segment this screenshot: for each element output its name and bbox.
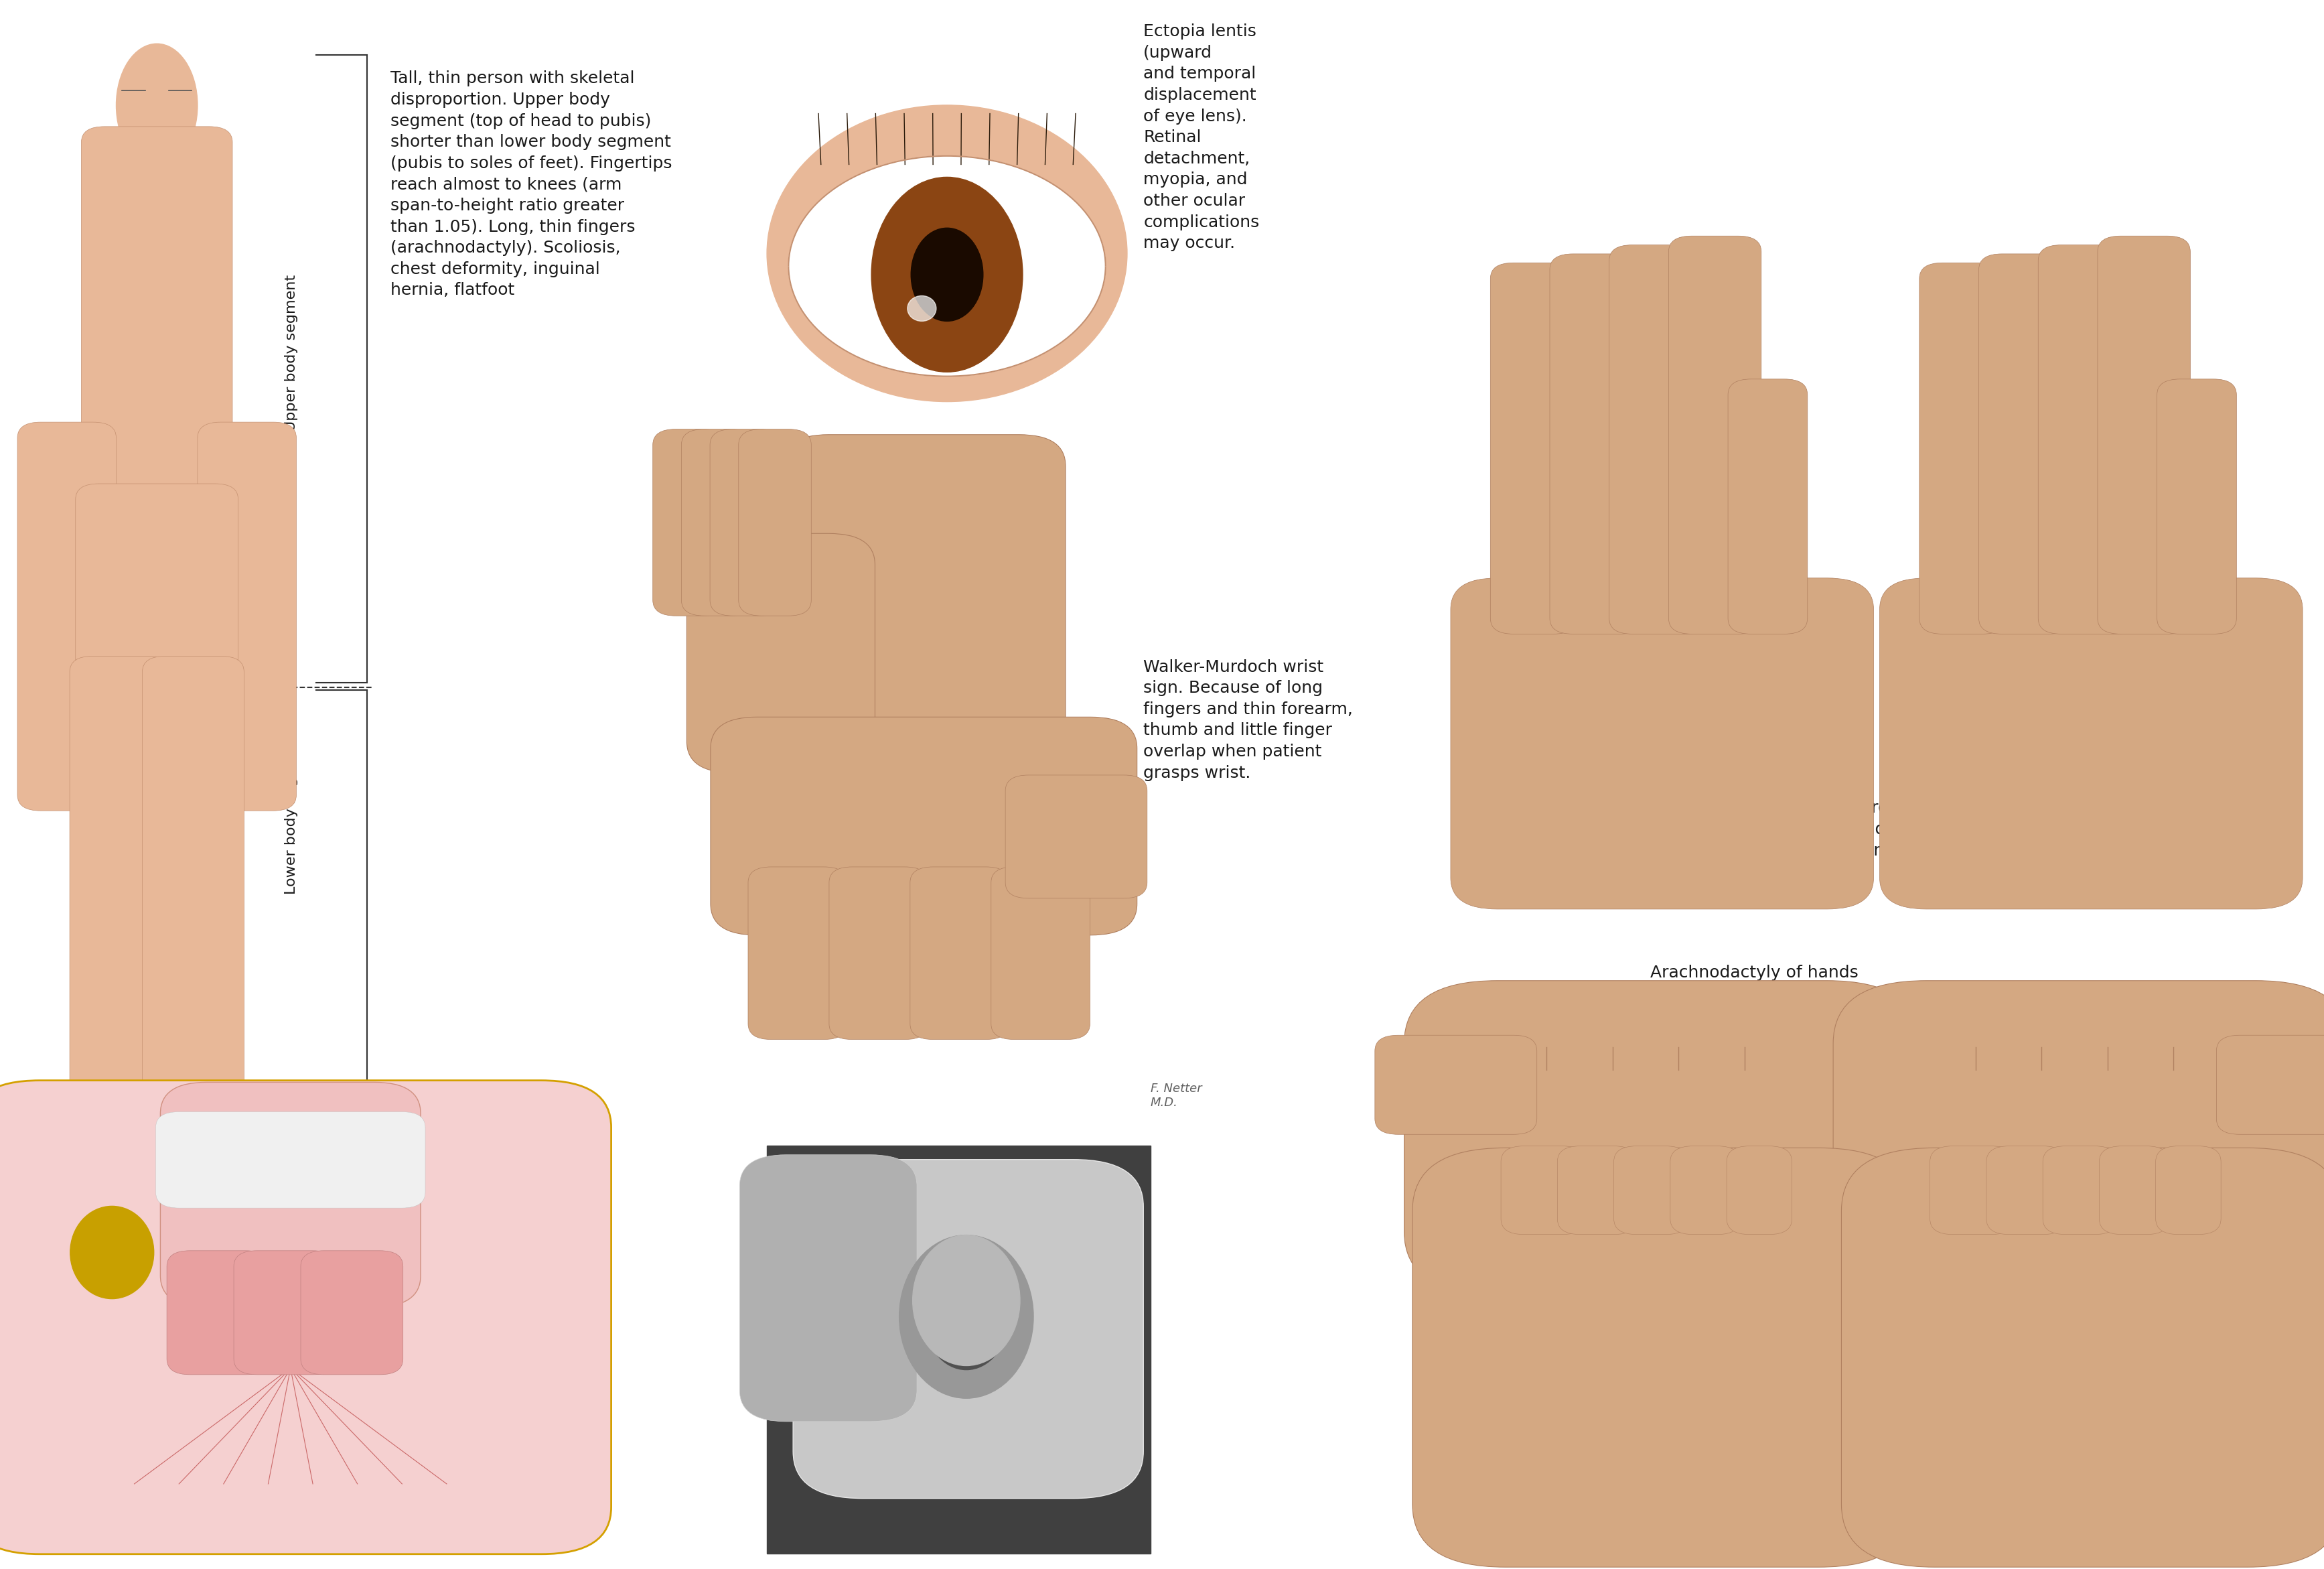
FancyBboxPatch shape — [1841, 1149, 2324, 1567]
Ellipse shape — [767, 105, 1127, 402]
FancyBboxPatch shape — [686, 533, 874, 772]
Text: Steinberg sign.: Steinberg sign. — [1476, 800, 1620, 816]
FancyBboxPatch shape — [0, 1081, 611, 1553]
FancyBboxPatch shape — [739, 1155, 918, 1422]
Text: Arachnodactyly of hands: Arachnodactyly of hands — [1650, 965, 1859, 981]
FancyBboxPatch shape — [2038, 245, 2138, 634]
FancyBboxPatch shape — [830, 866, 927, 1039]
FancyBboxPatch shape — [1920, 262, 2006, 634]
FancyBboxPatch shape — [911, 866, 1009, 1039]
Text: Upper body segment: Upper body segment — [286, 275, 297, 431]
FancyBboxPatch shape — [1006, 775, 1148, 897]
Text: Arachnodactyly of feet: Arachnodactyly of feet — [1659, 1326, 1850, 1341]
FancyBboxPatch shape — [300, 1250, 402, 1374]
Bar — [767, 1145, 1150, 1553]
FancyBboxPatch shape — [711, 717, 1136, 935]
Text: Dilatation of aortic ring and aneurysm of
ascending aorta due to cystic medial n: Dilatation of aortic ring and aneurysm o… — [0, 1263, 397, 1343]
Text: F. Netter
M.D.: F. Netter M.D. — [1150, 1083, 1202, 1109]
FancyBboxPatch shape — [81, 127, 232, 540]
FancyBboxPatch shape — [1490, 262, 1576, 634]
FancyBboxPatch shape — [74, 483, 239, 712]
FancyBboxPatch shape — [1729, 380, 1808, 634]
FancyBboxPatch shape — [711, 428, 783, 615]
FancyBboxPatch shape — [1834, 981, 2324, 1294]
FancyBboxPatch shape — [1613, 1145, 1690, 1235]
FancyBboxPatch shape — [1727, 1145, 1792, 1235]
Ellipse shape — [925, 1263, 1009, 1370]
FancyBboxPatch shape — [198, 422, 297, 811]
Ellipse shape — [899, 1235, 1034, 1398]
FancyBboxPatch shape — [1880, 577, 2303, 908]
FancyBboxPatch shape — [156, 1112, 425, 1208]
Ellipse shape — [70, 1207, 153, 1299]
FancyBboxPatch shape — [1404, 981, 1920, 1294]
FancyBboxPatch shape — [2099, 1145, 2168, 1235]
FancyBboxPatch shape — [160, 1083, 421, 1307]
Ellipse shape — [116, 44, 198, 166]
FancyBboxPatch shape — [748, 866, 846, 1039]
Ellipse shape — [906, 297, 937, 322]
FancyBboxPatch shape — [70, 656, 172, 1205]
Text: Ectopia lentis
(upward
and temporal
displacement
of eye lens).
Retinal
detachmen: Ectopia lentis (upward and temporal disp… — [1143, 24, 1260, 251]
FancyBboxPatch shape — [2099, 235, 2189, 634]
Ellipse shape — [913, 1235, 1020, 1365]
FancyBboxPatch shape — [990, 866, 1090, 1039]
FancyBboxPatch shape — [653, 428, 725, 615]
Text: Walker-Murdoch wrist
sign. Because of long
fingers and thin forearm,
thumb and l: Walker-Murdoch wrist sign. Because of lo… — [1143, 659, 1353, 781]
FancyBboxPatch shape — [681, 428, 753, 615]
FancyBboxPatch shape — [792, 1159, 1143, 1498]
Ellipse shape — [911, 228, 983, 322]
FancyBboxPatch shape — [2217, 1036, 2324, 1134]
FancyBboxPatch shape — [1669, 235, 1762, 634]
Ellipse shape — [91, 1186, 149, 1241]
FancyBboxPatch shape — [1608, 245, 1708, 634]
FancyBboxPatch shape — [142, 656, 244, 1205]
FancyBboxPatch shape — [1501, 1145, 1585, 1235]
Text: Lower body segment: Lower body segment — [286, 737, 297, 894]
Text: Tall, thin person with skeletal
disproportion. Upper body
segment (top of head t: Tall, thin person with skeletal dispropo… — [390, 71, 672, 298]
FancyBboxPatch shape — [2157, 380, 2236, 634]
FancyBboxPatch shape — [2157, 1145, 2222, 1235]
FancyBboxPatch shape — [2043, 1145, 2117, 1235]
FancyBboxPatch shape — [1376, 1036, 1536, 1134]
FancyBboxPatch shape — [1929, 1145, 2015, 1235]
FancyBboxPatch shape — [1450, 577, 1873, 908]
FancyBboxPatch shape — [1557, 1145, 1636, 1235]
Ellipse shape — [872, 177, 1023, 372]
FancyBboxPatch shape — [19, 422, 116, 811]
FancyBboxPatch shape — [235, 1250, 337, 1374]
FancyBboxPatch shape — [1978, 254, 2071, 634]
FancyBboxPatch shape — [1550, 254, 1643, 634]
FancyBboxPatch shape — [781, 435, 1064, 794]
FancyBboxPatch shape — [1671, 1145, 1741, 1235]
Ellipse shape — [788, 155, 1106, 377]
Text: Tip of thumb protrudes
when thumb folded inside fist. Thumb
and index finger ove: Tip of thumb protrudes when thumb folded… — [1743, 800, 2085, 880]
Text: Radiograph shows acetabular
protrusion (unilateral or bilateral).: Radiograph shows acetabular protrusion (… — [1476, 1177, 1762, 1214]
FancyBboxPatch shape — [1987, 1145, 2066, 1235]
FancyBboxPatch shape — [167, 1250, 270, 1374]
FancyBboxPatch shape — [1413, 1149, 1913, 1567]
FancyBboxPatch shape — [739, 428, 811, 615]
Ellipse shape — [165, 1186, 223, 1241]
